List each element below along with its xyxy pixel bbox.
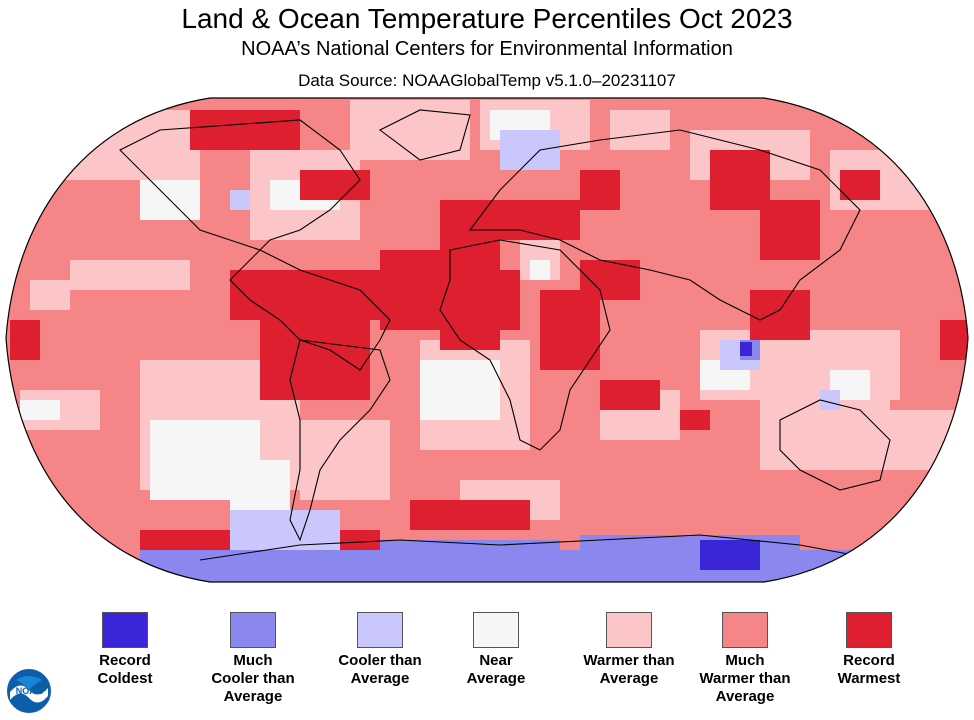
record-coldest-regions [700,342,760,570]
legend-label-record-warmest: Record Warmest [837,652,901,687]
map-title: Land & Ocean Temperature Percentiles Oct… [181,3,793,34]
legend-swatch-near-average [473,612,519,648]
near-average-regions [20,110,870,510]
legend-item-cooler: Cooler than Average [318,612,442,688]
map-border [5,97,969,583]
legend-swatch-record-warmest [846,612,892,648]
legend-label-much-warmer: Much Warmer than Average [699,652,791,705]
legend-label-near-average: Near Average [466,652,526,687]
legend-item-near-average: Near Average [434,612,558,688]
legend-item-much-warmer: Much Warmer than Average [683,612,807,706]
legend: Record Coldest Much Cooler than Average … [0,612,974,720]
eurasia-outline [468,129,861,321]
africa-outline [439,239,611,451]
antarctica-outline [199,534,881,561]
legend-swatch-much-warmer [722,612,768,648]
legend-label-much-cooler: Much Cooler than Average [211,652,295,705]
legend-label-record-coldest: Record Coldest [97,652,153,687]
legend-item-much-cooler: Much Cooler than Average [191,612,315,706]
legend-item-record-warmest: Record Warmest [807,612,931,688]
data-source-label: Data Source: NOAAGlobalTemp v5.1.0–20231… [298,71,676,90]
legend-label-cooler: Cooler than Average [338,652,422,687]
legend-label-warmer: Warmer than Average [583,652,675,687]
legend-item-warmer: Warmer than Average [567,612,691,688]
map-subtitle: NOAA’s National Centers for Environmenta… [241,38,733,60]
legend-item-record-coldest: Record Coldest [63,612,187,688]
americas-outline [119,119,391,371]
south-america-outline [289,339,391,542]
legend-swatch-cooler [357,612,403,648]
noaa-logo-icon: NOAA [5,667,53,715]
legend-swatch-warmer [606,612,652,648]
noaa-logo-text: NOAA [16,686,43,696]
record-warmest-regions [10,110,968,560]
world-temperature-map [5,97,969,583]
legend-swatch-much-cooler [230,612,276,648]
cooler-than-average-regions [230,130,840,550]
legend-swatch-record-coldest [102,612,148,648]
greenland-outline [378,109,471,161]
continent-outlines [119,109,891,561]
australia-outline [779,399,891,491]
